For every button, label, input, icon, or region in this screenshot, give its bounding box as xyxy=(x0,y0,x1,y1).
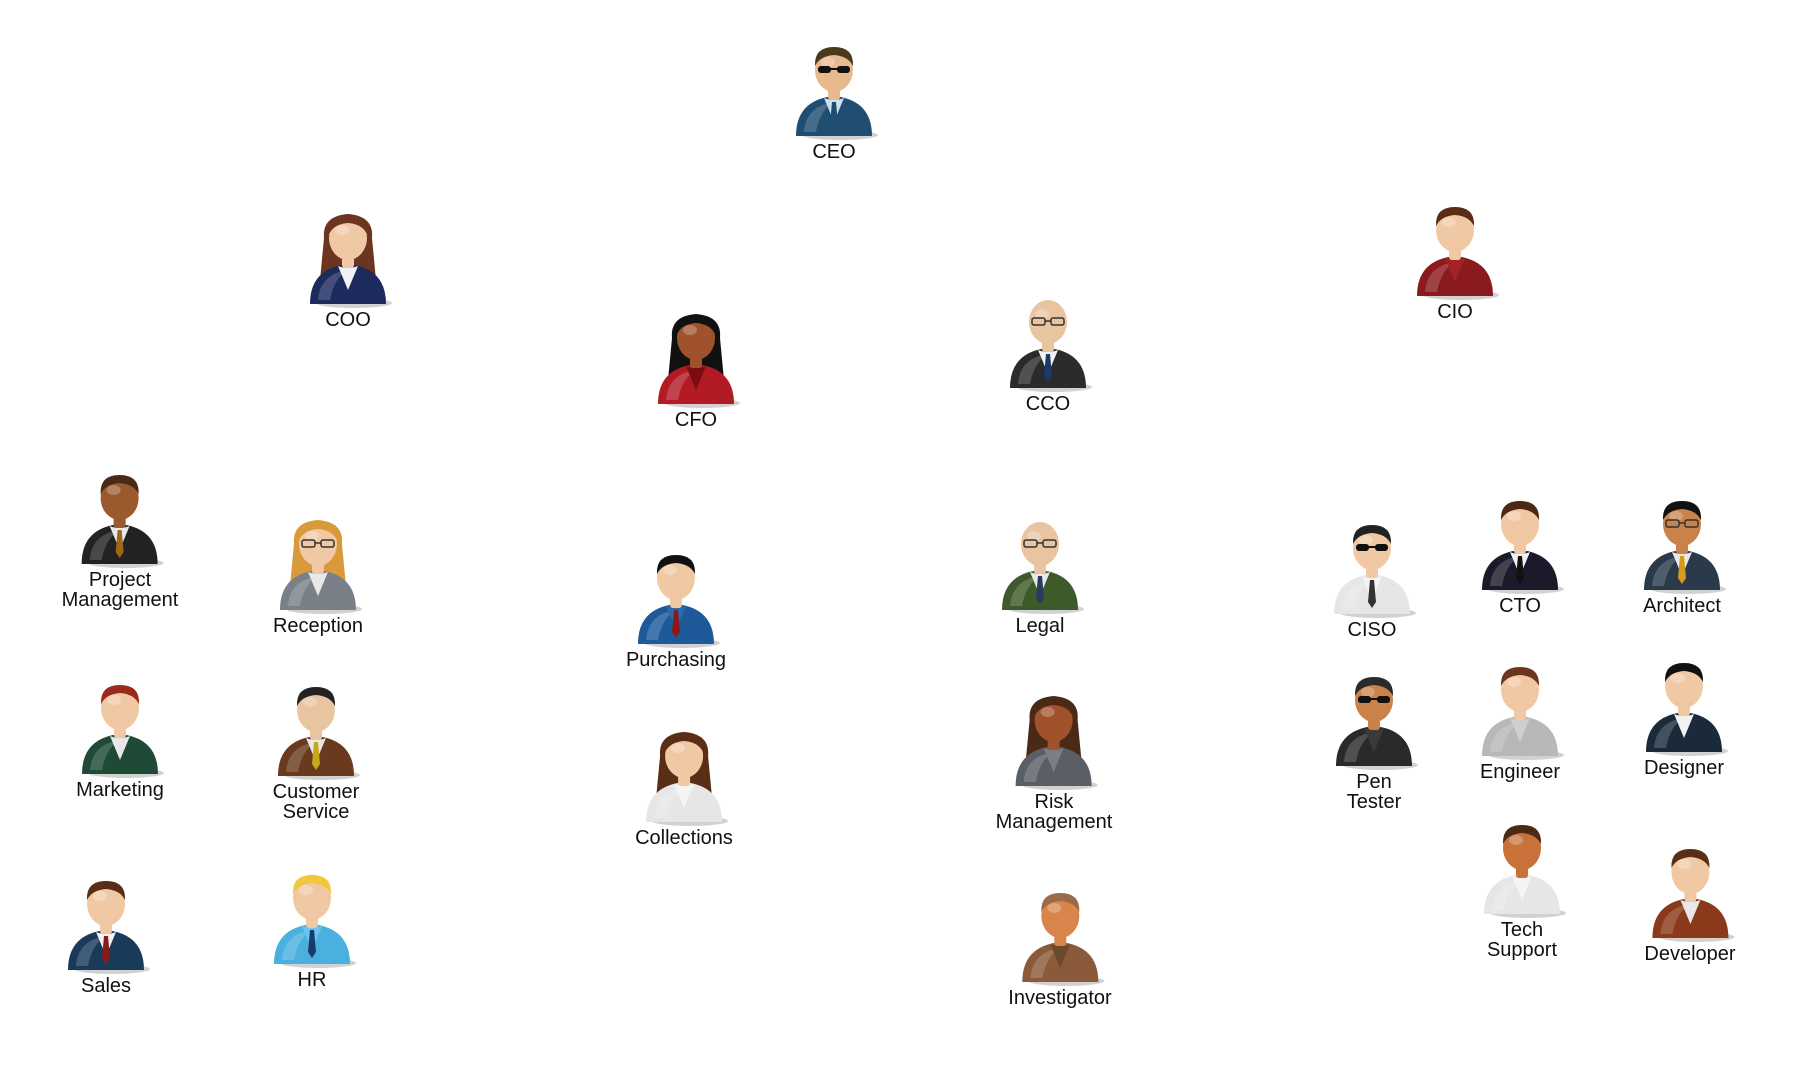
role-label-tech-support: Tech Support xyxy=(1486,919,1558,961)
role-label-ceo: CEO xyxy=(812,141,856,163)
role-label-customer-service: Customer Service xyxy=(272,781,360,823)
man-brown-sweater-avatar-icon xyxy=(1651,849,1734,942)
role-project-management: Project Management xyxy=(61,468,179,611)
receptionist-phone-avatar-icon xyxy=(280,520,362,614)
role-cto: CTO xyxy=(1476,494,1564,616)
role-collections: Collections xyxy=(635,726,733,848)
man-brown-suit-avatar-icon xyxy=(278,687,360,780)
role-label-engineer: Engineer xyxy=(1479,761,1561,783)
role-risk-management: Risk Management xyxy=(995,690,1113,833)
role-label-reception: Reception xyxy=(272,615,364,637)
role-label-collections: Collections xyxy=(635,827,733,849)
man-navy-suit-avatar-icon xyxy=(68,881,150,974)
headset-woman-avatar-icon xyxy=(645,732,728,826)
headset-man-avatar-icon xyxy=(1484,825,1566,918)
role-label-cco: CCO xyxy=(1025,393,1071,415)
role-cio: CIO xyxy=(1411,200,1499,322)
role-ceo: CEO xyxy=(790,40,878,162)
man-red-sweater-avatar-icon xyxy=(1417,207,1499,300)
role-label-architect: Architect xyxy=(1643,595,1721,617)
role-tech-support: Tech Support xyxy=(1478,818,1566,960)
role-developer: Developer xyxy=(1644,842,1736,965)
role-label-coo: COO xyxy=(325,309,371,331)
man-blue-shirt-avatar-icon xyxy=(638,555,720,648)
role-coo: COO xyxy=(304,208,392,330)
role-legal: Legal xyxy=(996,514,1084,636)
role-reception: Reception xyxy=(273,514,363,636)
woman-gray-suit-avatar-icon xyxy=(1016,696,1098,790)
man-dark-jacket-avatar-icon xyxy=(1646,663,1728,756)
agent-sunglasses-avatar-icon xyxy=(1334,525,1416,618)
role-cfo: CFO xyxy=(652,308,740,430)
role-label-investigator: Investigator xyxy=(1008,987,1112,1009)
role-label-cto: CTO xyxy=(1499,595,1541,617)
role-label-sales: Sales xyxy=(80,975,132,997)
role-customer-service: Customer Service xyxy=(272,680,360,822)
man-dark-suit-avatar-icon xyxy=(82,475,164,568)
role-engineer: Engineer xyxy=(1476,660,1564,782)
role-label-designer: Designer xyxy=(1643,757,1725,779)
role-pen-tester: Pen Tester xyxy=(1330,670,1418,812)
man-gray-shirt-avatar-icon xyxy=(1482,667,1564,760)
role-designer: Designer xyxy=(1640,656,1728,778)
detective-pipe-avatar-icon xyxy=(1021,893,1104,986)
bald-man-green-suit-avatar-icon xyxy=(1002,522,1084,614)
role-purchasing: Purchasing xyxy=(626,548,726,670)
man-black-suit-avatar-icon xyxy=(1482,501,1564,594)
spy-hat-avatar-icon xyxy=(1336,677,1418,770)
role-sales: Sales xyxy=(62,874,150,996)
businesswoman-red-suit-avatar-icon xyxy=(658,314,740,408)
role-ciso: CISO xyxy=(1328,518,1416,640)
role-label-pen-tester: Pen Tester xyxy=(1346,771,1402,813)
role-cco: CCO xyxy=(1004,292,1092,414)
role-label-legal: Legal xyxy=(1015,615,1065,637)
role-label-cio: CIO xyxy=(1437,301,1473,323)
blonde-man-blue-shirt-avatar-icon xyxy=(274,875,356,968)
role-architect: Architect xyxy=(1638,494,1726,616)
role-label-purchasing: Purchasing xyxy=(625,649,727,671)
role-marketing: Marketing xyxy=(76,678,164,800)
role-label-marketing: Marketing xyxy=(76,779,164,801)
woman-green-suit-avatar-icon xyxy=(82,685,164,778)
role-label-project-management: Project Management xyxy=(61,569,179,611)
role-investigator: Investigator xyxy=(1008,886,1112,1009)
role-label-developer: Developer xyxy=(1644,943,1736,965)
role-hr: HR xyxy=(268,868,356,990)
businesswoman-avatar-icon xyxy=(310,214,392,308)
role-label-hr: HR xyxy=(297,969,327,991)
spiky-hair-glasses-avatar-icon xyxy=(1644,501,1726,594)
executive-sunglasses-avatar-icon xyxy=(796,47,878,140)
role-label-ciso: CISO xyxy=(1347,619,1397,641)
role-label-cfo: CFO xyxy=(674,409,718,431)
bald-man-glasses-avatar-icon xyxy=(1010,300,1092,392)
role-label-risk-management: Risk Management xyxy=(995,791,1113,833)
